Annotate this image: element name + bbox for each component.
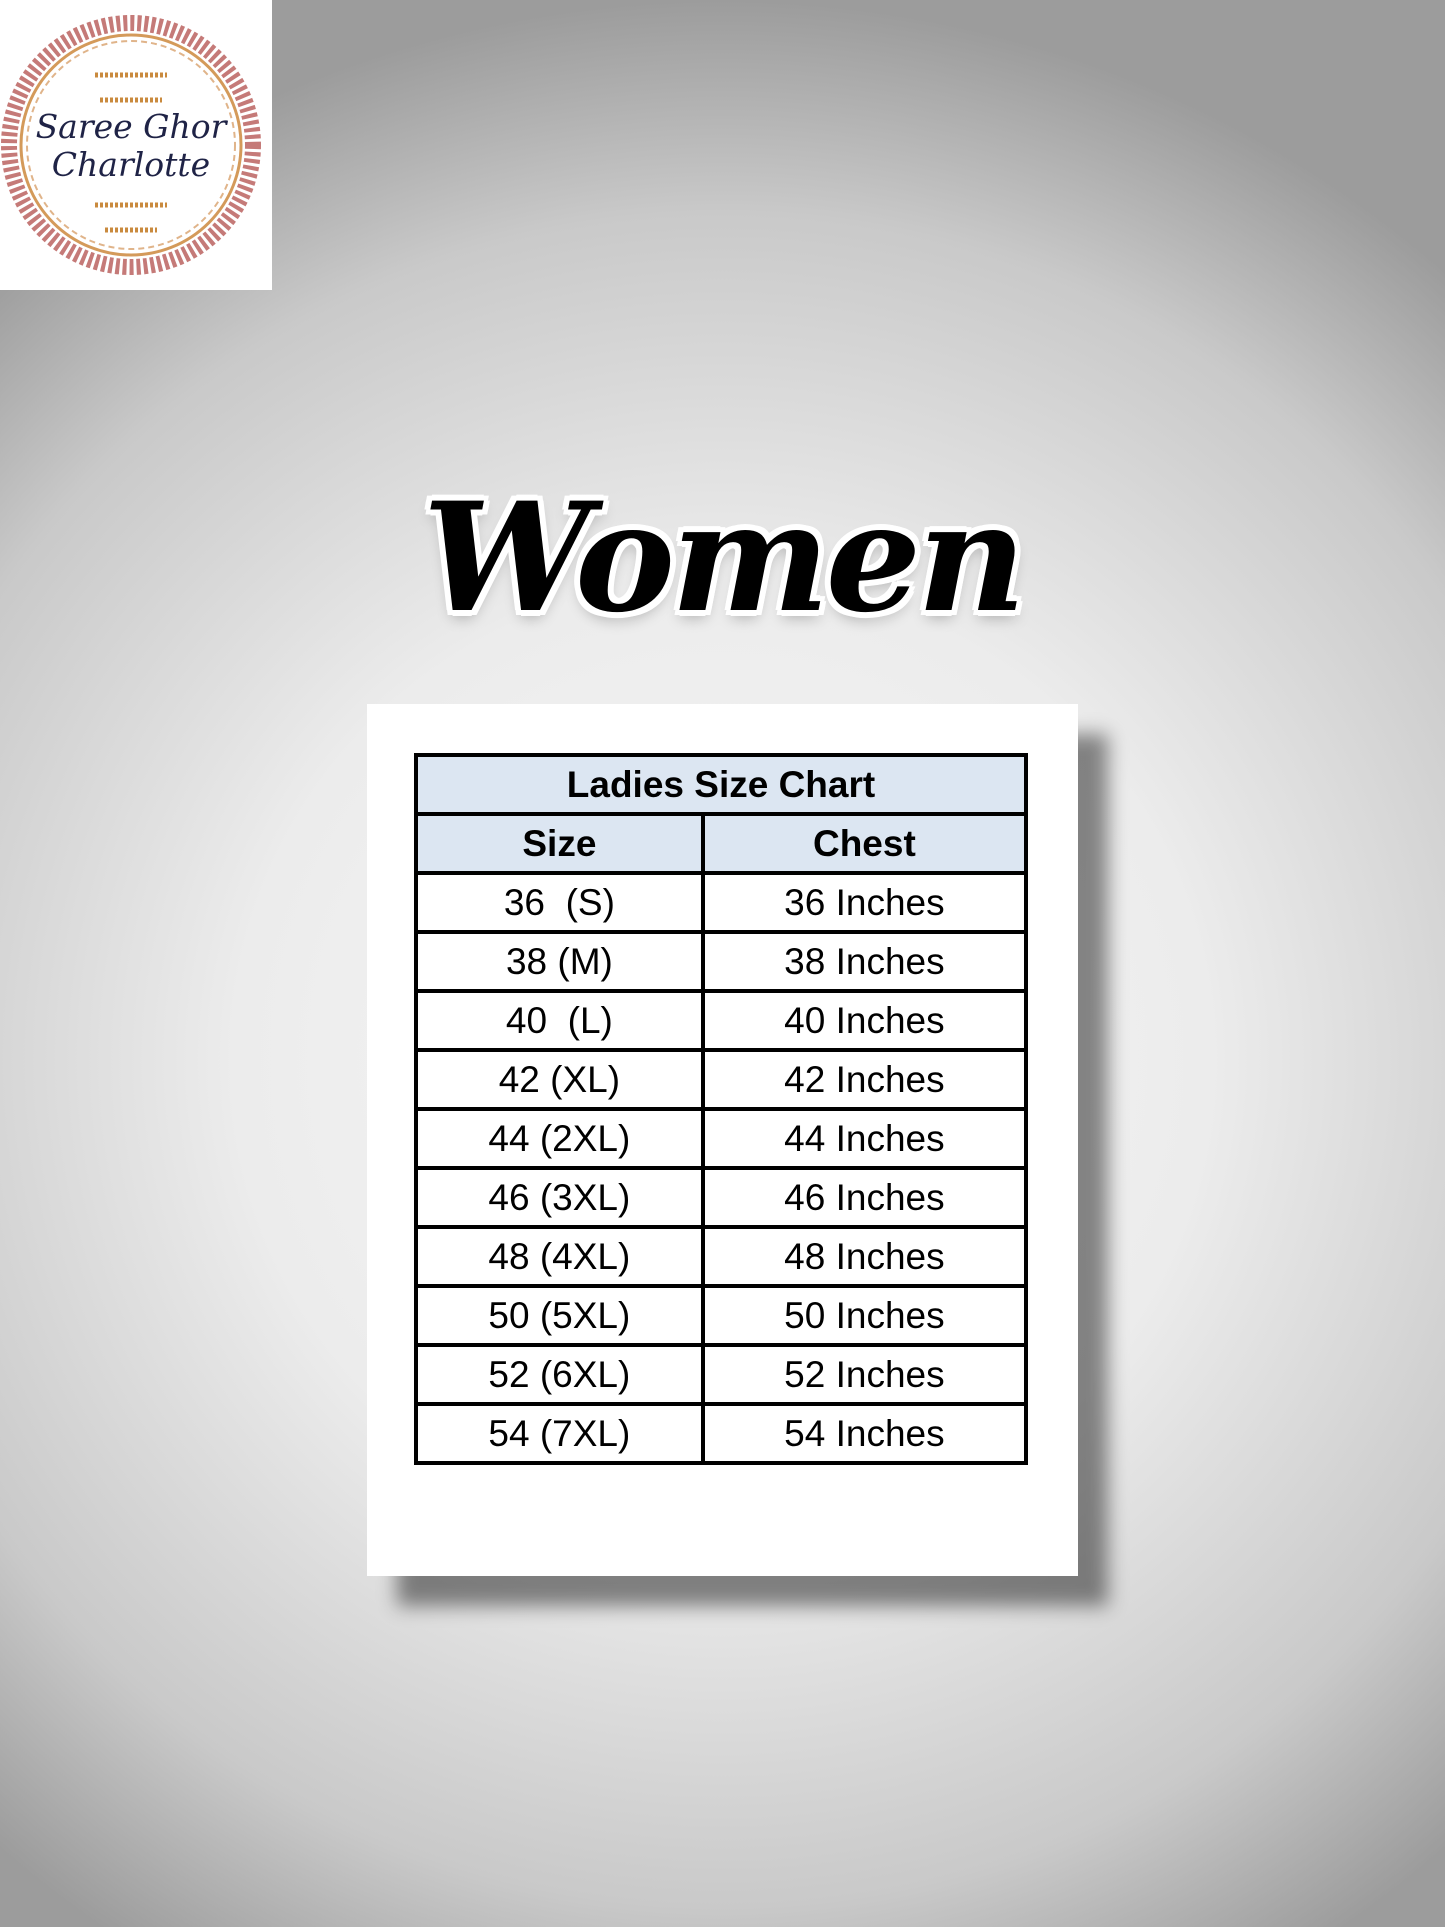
table-row: 36 (S) 36 Inches	[414, 871, 1029, 934]
table-row: 48 (4XL) 48 Inches	[414, 1225, 1029, 1288]
table-row: 44 (2XL) 44 Inches	[414, 1107, 1029, 1170]
table-row: 50 (5XL) 50 Inches	[414, 1284, 1029, 1347]
chest-cell: 38 Inches	[700, 930, 1029, 993]
column-header-chest: Chest	[700, 812, 1029, 875]
size-cell: 42 (XL)	[414, 1048, 705, 1111]
chest-cell: 54 Inches	[700, 1402, 1029, 1465]
size-chart-table: Ladies Size Chart Size Chest 36 (S) 36 In…	[414, 753, 1029, 1465]
logo-line-2: Charlotte	[51, 145, 211, 184]
chest-cell: 52 Inches	[700, 1343, 1029, 1406]
chest-cell: 50 Inches	[700, 1284, 1029, 1347]
table-row: 42 (XL) 42 Inches	[414, 1048, 1029, 1111]
brand-logo: Saree Ghor Charlotte	[0, 0, 272, 290]
size-cell: 48 (4XL)	[414, 1225, 705, 1288]
size-cell: 38 (M)	[414, 930, 705, 993]
size-cell: 36 (S)	[414, 871, 705, 934]
size-cell: 46 (3XL)	[414, 1166, 705, 1229]
page-title: Women	[422, 470, 1026, 646]
logo-line-1: Saree Ghor	[35, 107, 227, 146]
ornamental-ring-icon	[1, 15, 261, 275]
table-row: 40 (L) 40 Inches	[414, 989, 1029, 1052]
size-cell: 40 (L)	[414, 989, 705, 1052]
size-cell: 52 (6XL)	[414, 1343, 705, 1406]
column-header-size: Size	[414, 812, 705, 875]
table-row: 38 (M) 38 Inches	[414, 930, 1029, 993]
table-row: 52 (6XL) 52 Inches	[414, 1343, 1029, 1406]
table-caption: Ladies Size Chart	[414, 753, 1028, 816]
table-row: 46 (3XL) 46 Inches	[414, 1166, 1029, 1229]
table-row: 54 (7XL) 54 Inches	[414, 1402, 1029, 1465]
size-cell: 50 (5XL)	[414, 1284, 705, 1347]
chest-cell: 44 Inches	[700, 1107, 1029, 1170]
chest-cell: 48 Inches	[700, 1225, 1029, 1288]
logo-text: Saree Ghor Charlotte	[0, 108, 262, 184]
size-cell: 44 (2XL)	[414, 1107, 705, 1170]
chest-cell: 46 Inches	[700, 1166, 1029, 1229]
chest-cell: 36 Inches	[700, 871, 1029, 934]
size-chart-card: Ladies Size Chart Size Chest 36 (S) 36 In…	[367, 704, 1078, 1576]
chest-cell: 40 Inches	[700, 989, 1029, 1052]
size-cell: 54 (7XL)	[414, 1402, 705, 1465]
chest-cell: 42 Inches	[700, 1048, 1029, 1111]
